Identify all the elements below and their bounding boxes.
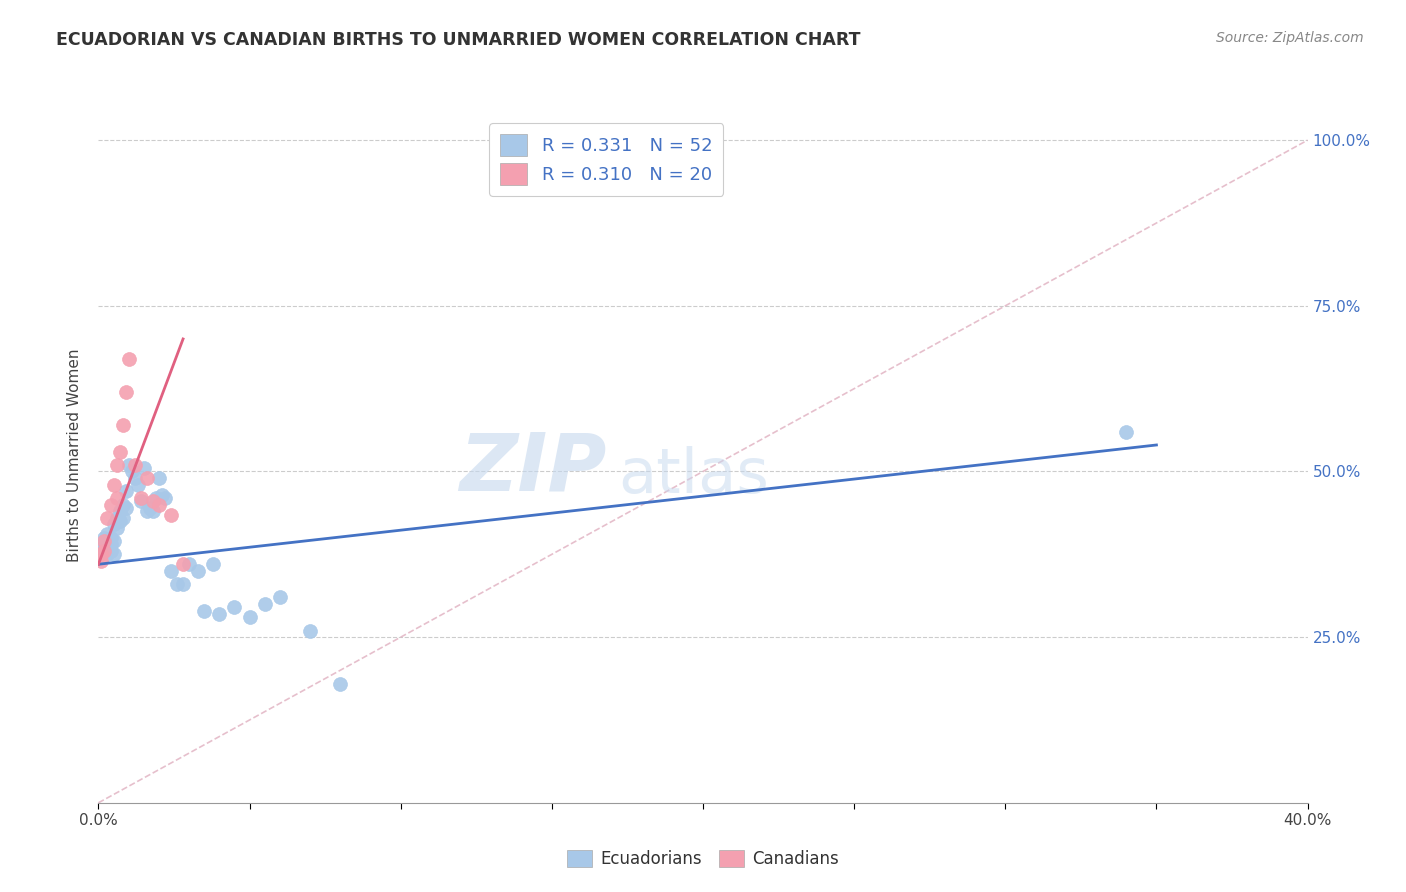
Point (96, 534, 118, 549)
Point (93, 534, 115, 549)
Text: Source: ZipAtlas.com: Source: ZipAtlas.com (1216, 31, 1364, 45)
Point (100, 544, 122, 558)
Point (132, 461, 155, 475)
Point (93, 537, 115, 551)
Point (114, 484, 136, 499)
Point (111, 418, 134, 433)
Point (172, 558, 194, 572)
Y-axis label: Births to Unmarried Women: Births to Unmarried Women (67, 348, 83, 562)
Point (193, 604, 215, 618)
Point (103, 517, 125, 532)
Point (129, 491, 152, 505)
Point (239, 610, 262, 624)
Point (103, 547, 125, 561)
Point (150, 488, 173, 502)
Point (108, 514, 131, 528)
Point (160, 564, 183, 578)
Point (160, 508, 183, 522)
Point (108, 444, 131, 458)
Point (105, 491, 128, 505)
Point (135, 471, 157, 485)
Point (90, 547, 112, 561)
Point (96, 511, 118, 525)
Point (153, 491, 176, 505)
Point (253, 597, 276, 611)
Point (90, 547, 112, 561)
Point (124, 458, 146, 472)
Point (172, 577, 194, 591)
Point (96, 541, 118, 555)
Point (108, 504, 131, 518)
Point (135, 504, 157, 518)
Point (105, 511, 128, 525)
Point (96, 527, 118, 541)
Point (111, 498, 134, 512)
Point (111, 511, 134, 525)
Point (299, 624, 322, 638)
Point (202, 558, 225, 572)
Point (148, 498, 170, 512)
Point (100, 498, 122, 512)
Point (1115, 425, 1137, 439)
Point (142, 504, 165, 518)
Text: ZIP: ZIP (458, 430, 606, 508)
Point (129, 494, 152, 508)
Point (148, 471, 170, 485)
Point (90, 554, 112, 568)
Point (187, 564, 209, 578)
Point (142, 494, 165, 508)
Point (105, 521, 128, 535)
Point (124, 471, 146, 485)
Point (103, 534, 125, 549)
Point (118, 458, 141, 472)
Point (93, 531, 115, 545)
Point (224, 600, 246, 615)
Point (93, 544, 115, 558)
Point (329, 676, 352, 690)
Point (139, 500, 162, 515)
Point (166, 577, 188, 591)
Point (100, 537, 122, 551)
Point (145, 491, 167, 505)
Point (103, 477, 125, 491)
Point (96, 541, 118, 555)
Point (96, 547, 118, 561)
Point (269, 591, 291, 605)
Point (118, 351, 141, 366)
Text: atlas: atlas (619, 446, 769, 506)
Point (93, 544, 115, 558)
Point (121, 465, 143, 479)
Point (114, 384, 136, 399)
Point (100, 531, 122, 545)
Point (208, 607, 231, 621)
Point (114, 500, 136, 515)
Point (105, 458, 128, 472)
Point (127, 477, 149, 491)
Point (179, 558, 201, 572)
Point (90, 541, 112, 555)
Text: ECUADORIAN VS CANADIAN BIRTHS TO UNMARRIED WOMEN CORRELATION CHART: ECUADORIAN VS CANADIAN BIRTHS TO UNMARRI… (56, 31, 860, 49)
Legend: Ecuadorians, Canadians: Ecuadorians, Canadians (561, 843, 845, 874)
